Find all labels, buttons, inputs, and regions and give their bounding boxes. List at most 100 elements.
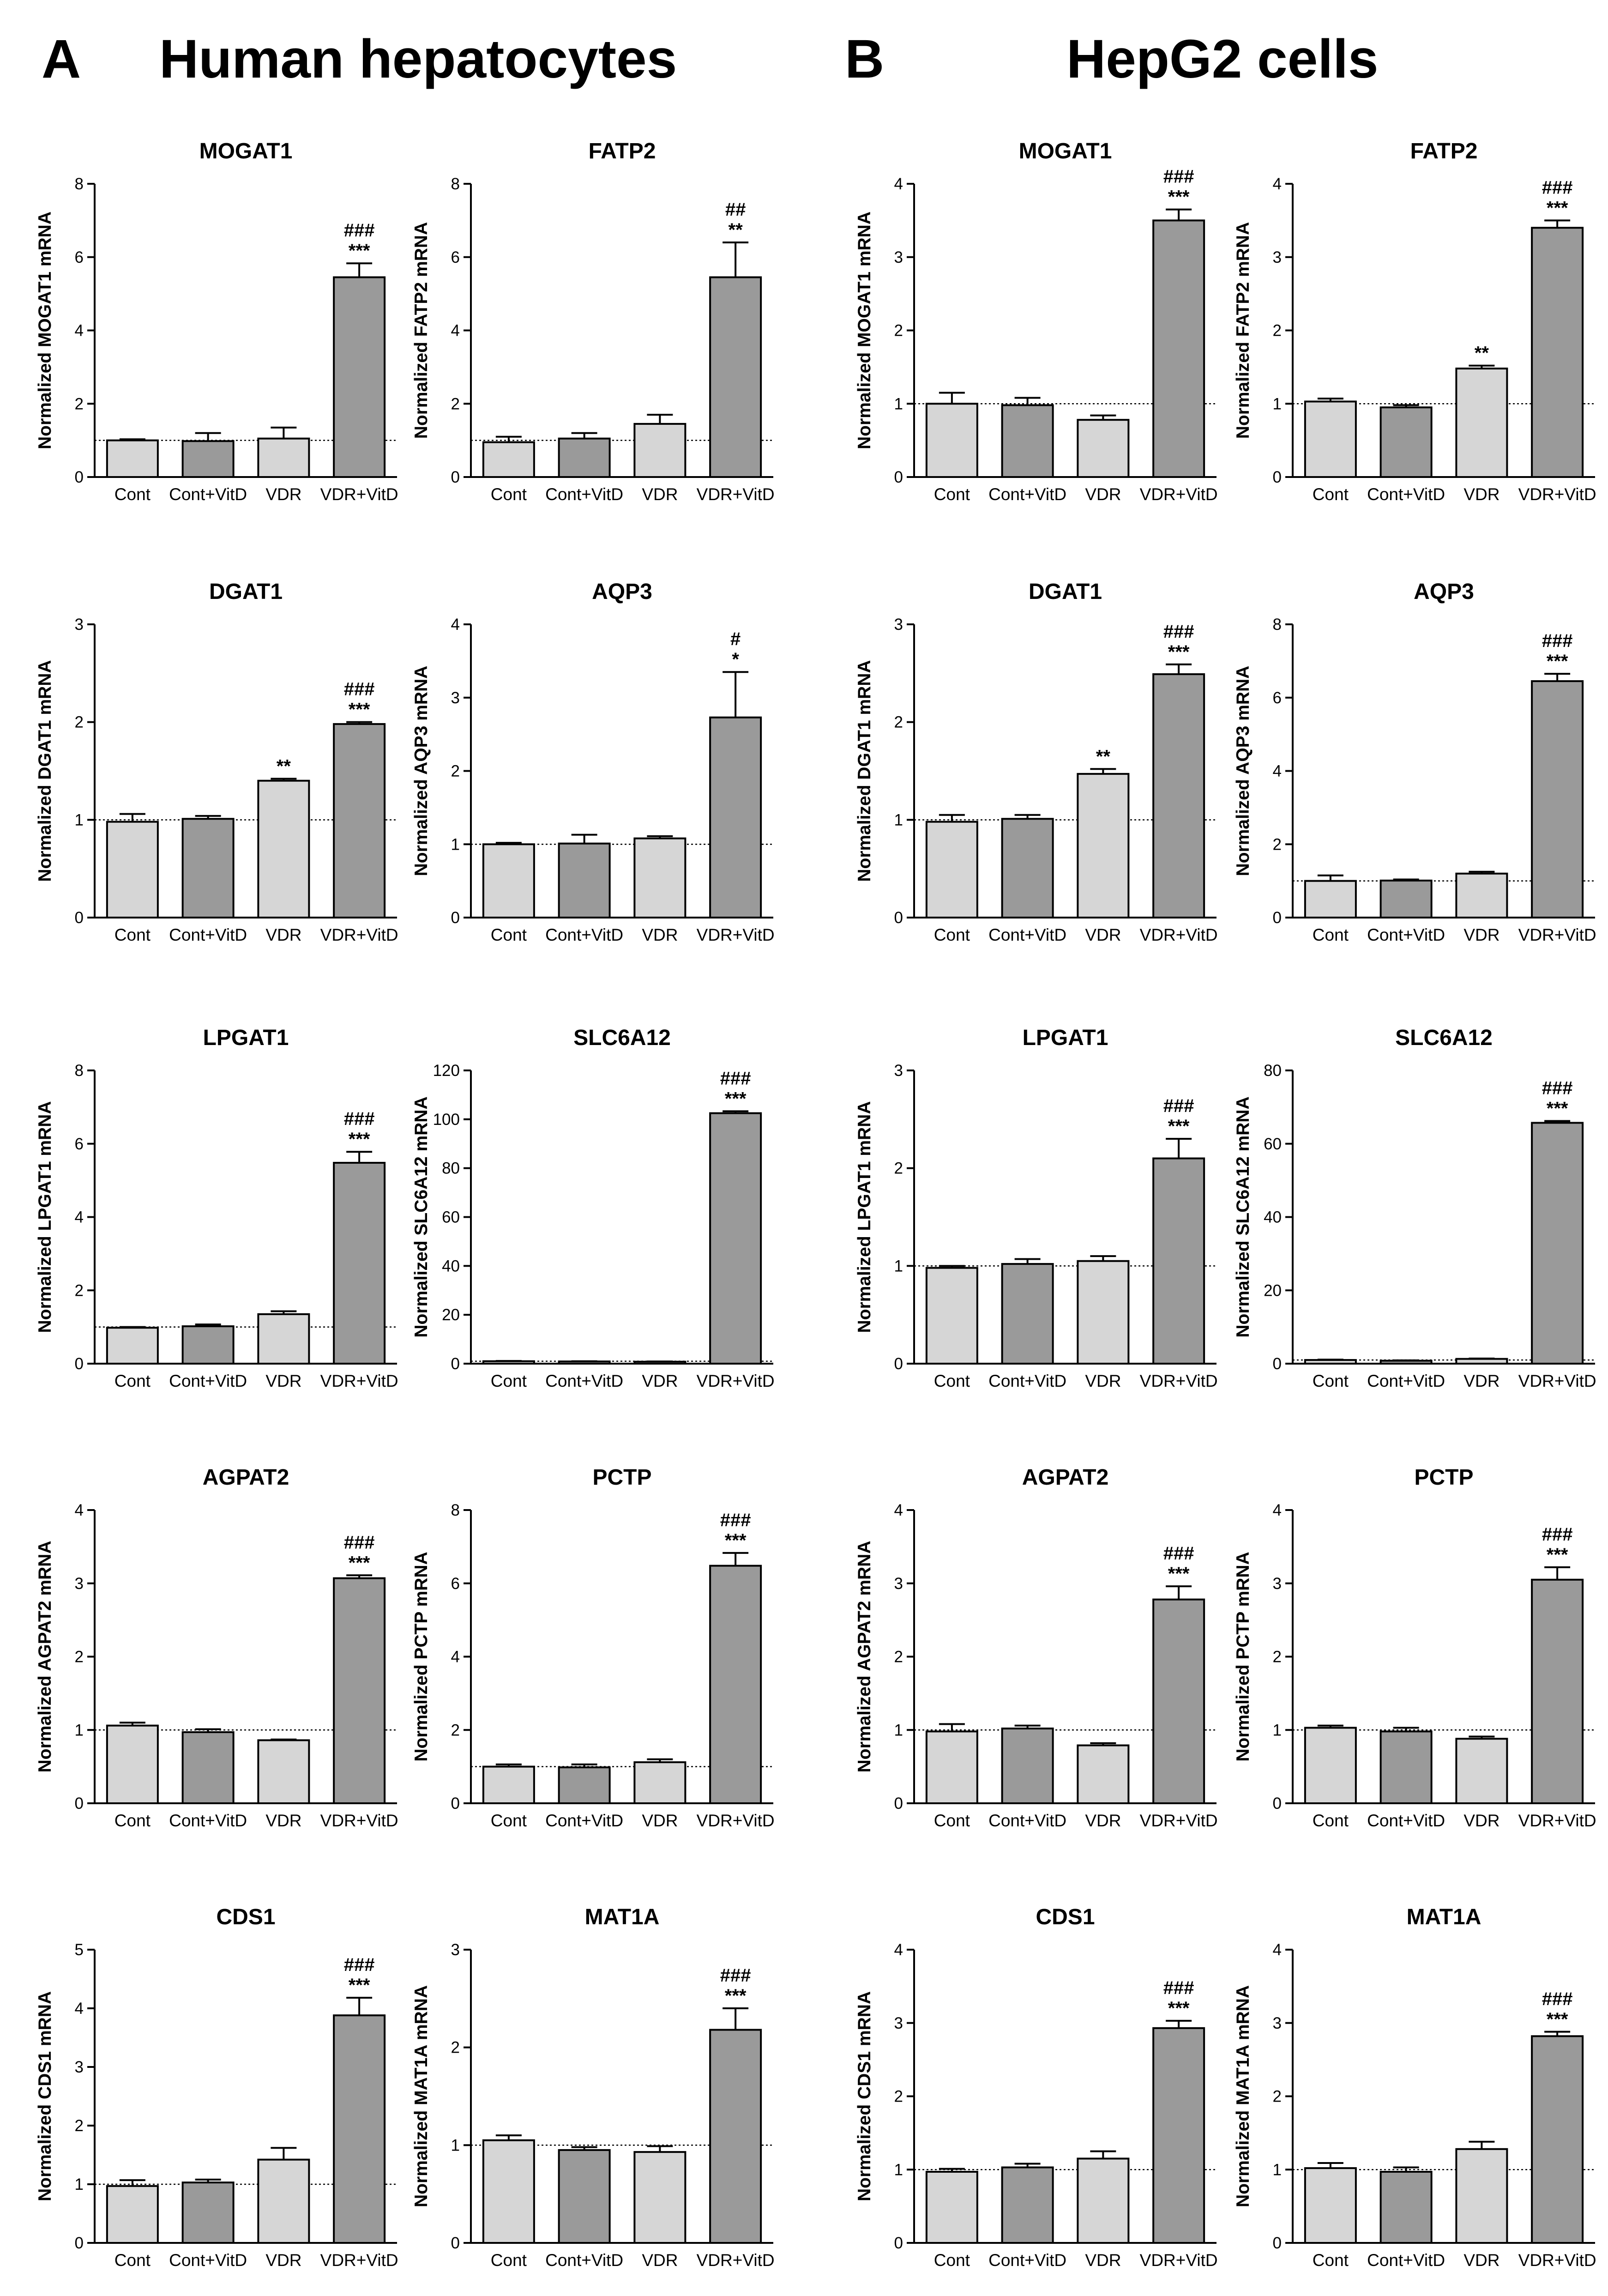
- x-tick-label: Cont+VitD: [545, 925, 623, 944]
- y-tick-label: 2: [451, 2039, 460, 2057]
- bar-vdr-vitd: [1531, 227, 1584, 478]
- bar-cont: [1304, 2167, 1357, 2244]
- chart-title: MAT1A: [585, 1905, 660, 1929]
- bar-vdr: [1077, 2157, 1130, 2244]
- significance-star: ***: [725, 1986, 747, 2006]
- y-axis-label: Normalized LPGAT1 mRNA: [35, 1101, 55, 1333]
- bar-cont: [482, 843, 535, 918]
- bar-vdr: [257, 779, 310, 918]
- x-tick-label: Cont: [491, 2251, 527, 2270]
- x-tick-label: VDR+VitD: [320, 2251, 398, 2270]
- significance-star: ***: [1168, 1564, 1190, 1584]
- y-tick-label: 6: [451, 1575, 460, 1593]
- chart-title: AGPAT2: [1022, 1465, 1109, 1490]
- chart-title: PCTP: [1414, 1465, 1473, 1490]
- y-tick-label: 2: [75, 395, 84, 413]
- bar-vdr-vitd: [1152, 2027, 1205, 2244]
- x-tick-label: VDR+VitD: [1518, 925, 1596, 944]
- y-axis-label: Normalized DGAT1 mRNA: [855, 660, 874, 882]
- bar-vdr-vitd: [1152, 673, 1205, 918]
- y-tick-label: 0: [451, 909, 460, 927]
- x-tick-label: Cont: [491, 1372, 527, 1390]
- y-tick-label: 2: [894, 713, 903, 731]
- panel-letter-b: B: [845, 29, 885, 90]
- y-tick-label: 0: [1273, 468, 1282, 486]
- bar-vdr: [1455, 368, 1508, 478]
- x-tick-label: VDR: [1463, 485, 1500, 504]
- x-tick-label: VDR: [642, 1811, 678, 1830]
- y-tick-label: 0: [894, 909, 903, 927]
- y-tick-label: 3: [75, 2058, 84, 2076]
- x-tick-label: Cont: [934, 485, 970, 504]
- significance-hash: ###: [1163, 1978, 1194, 1998]
- significance-hash: #: [730, 629, 741, 649]
- bar-vdr: [633, 837, 687, 919]
- y-tick-label: 8: [75, 175, 84, 193]
- x-tick-label: Cont+VitD: [988, 1811, 1066, 1830]
- x-tick-label: Cont: [1313, 485, 1349, 504]
- x-tick-label: VDR+VitD: [1518, 485, 1596, 504]
- y-tick-label: 0: [451, 2234, 460, 2252]
- y-tick-label: 0: [894, 2234, 903, 2252]
- chart-a-aqp3: AQP3 Normalized AQP3 mRNA Cont Cont+VitD VDR…: [411, 580, 775, 944]
- y-tick-label: 1: [894, 2161, 903, 2179]
- bar-vdr-vitd: [333, 723, 386, 919]
- x-tick-label: VDR: [1463, 925, 1500, 944]
- significance-star: **: [1475, 343, 1489, 363]
- bar-cont-vitd: [1001, 404, 1054, 478]
- x-tick-label: Cont: [1313, 925, 1349, 944]
- bar-cont: [925, 403, 978, 478]
- bar-vdr-vitd: [333, 1162, 386, 1365]
- x-tick-label: Cont: [934, 925, 970, 944]
- y-tick-label: 3: [894, 1062, 903, 1080]
- y-tick-label: 2: [894, 2088, 903, 2106]
- chart-title: DGAT1: [1029, 580, 1102, 604]
- significance-hash: ###: [1542, 1989, 1573, 2009]
- x-tick-label: Cont+VitD: [545, 1811, 623, 1830]
- significance-hash: ##: [725, 199, 746, 220]
- y-tick-label: 2: [75, 2117, 84, 2135]
- y-tick-label: 0: [451, 468, 460, 486]
- y-tick-label: 1: [1273, 395, 1282, 413]
- x-tick-label: VDR+VitD: [320, 1811, 398, 1830]
- bar-cont-vitd: [181, 2181, 235, 2244]
- x-tick-label: VDR+VitD: [320, 925, 398, 944]
- bar-cont: [482, 1765, 535, 1804]
- x-tick-label: VDR+VitD: [1518, 1811, 1596, 1830]
- x-tick-label: Cont: [114, 485, 151, 504]
- significance-hash: ###: [344, 1955, 375, 1975]
- bar-cont-vitd: [181, 1325, 235, 1365]
- y-tick-label: 3: [75, 1575, 84, 1593]
- chart-title: LPGAT1: [203, 1026, 289, 1050]
- x-tick-label: VDR: [1085, 2251, 1121, 2270]
- y-tick-label: 60: [442, 1208, 460, 1227]
- x-tick-label: Cont+VitD: [988, 1372, 1066, 1390]
- y-axis-label: Normalized FATP2 mRNA: [1233, 222, 1253, 439]
- bar-vdr-vitd: [1531, 1122, 1584, 1365]
- x-tick-label: Cont+VitD: [545, 2251, 623, 2270]
- bar-vdr-vitd: [1152, 1598, 1205, 1805]
- y-tick-label: 1: [894, 395, 903, 413]
- bar-vdr: [1455, 872, 1508, 918]
- x-tick-label: Cont+VitD: [169, 1372, 247, 1390]
- x-tick-label: VDR+VitD: [1140, 1811, 1218, 1830]
- y-axis-label: Normalized CDS1 mRNA: [855, 1991, 874, 2201]
- bar-vdr: [257, 2158, 310, 2244]
- x-tick-label: VDR: [265, 1372, 301, 1390]
- y-tick-label: 4: [75, 2000, 84, 2018]
- y-axis-label: Normalized PCTP mRNA: [1233, 1552, 1253, 1761]
- x-tick-label: Cont: [491, 485, 527, 504]
- significance-hash: ###: [1163, 1543, 1194, 1564]
- bar-cont: [106, 2185, 159, 2244]
- chart-b-agpat2: AGPAT2 Normalized AGPAT2 mRNA Cont Cont+Vit…: [855, 1465, 1218, 1830]
- significance-star: **: [729, 220, 743, 240]
- significance-hash: ###: [344, 1532, 375, 1553]
- y-tick-label: 2: [1273, 835, 1282, 853]
- significance-star: ***: [1547, 2009, 1568, 2030]
- y-axis-label: Normalized CDS1 mRNA: [35, 1991, 55, 2201]
- y-tick-label: 120: [433, 1062, 460, 1080]
- bar-vdr-vitd: [1152, 1157, 1205, 1365]
- bar-cont-vitd: [558, 1766, 611, 1804]
- chart-a-fatp2: FATP2 Normalized FATP2 mRNA Cont Cont+VitD V…: [411, 139, 775, 504]
